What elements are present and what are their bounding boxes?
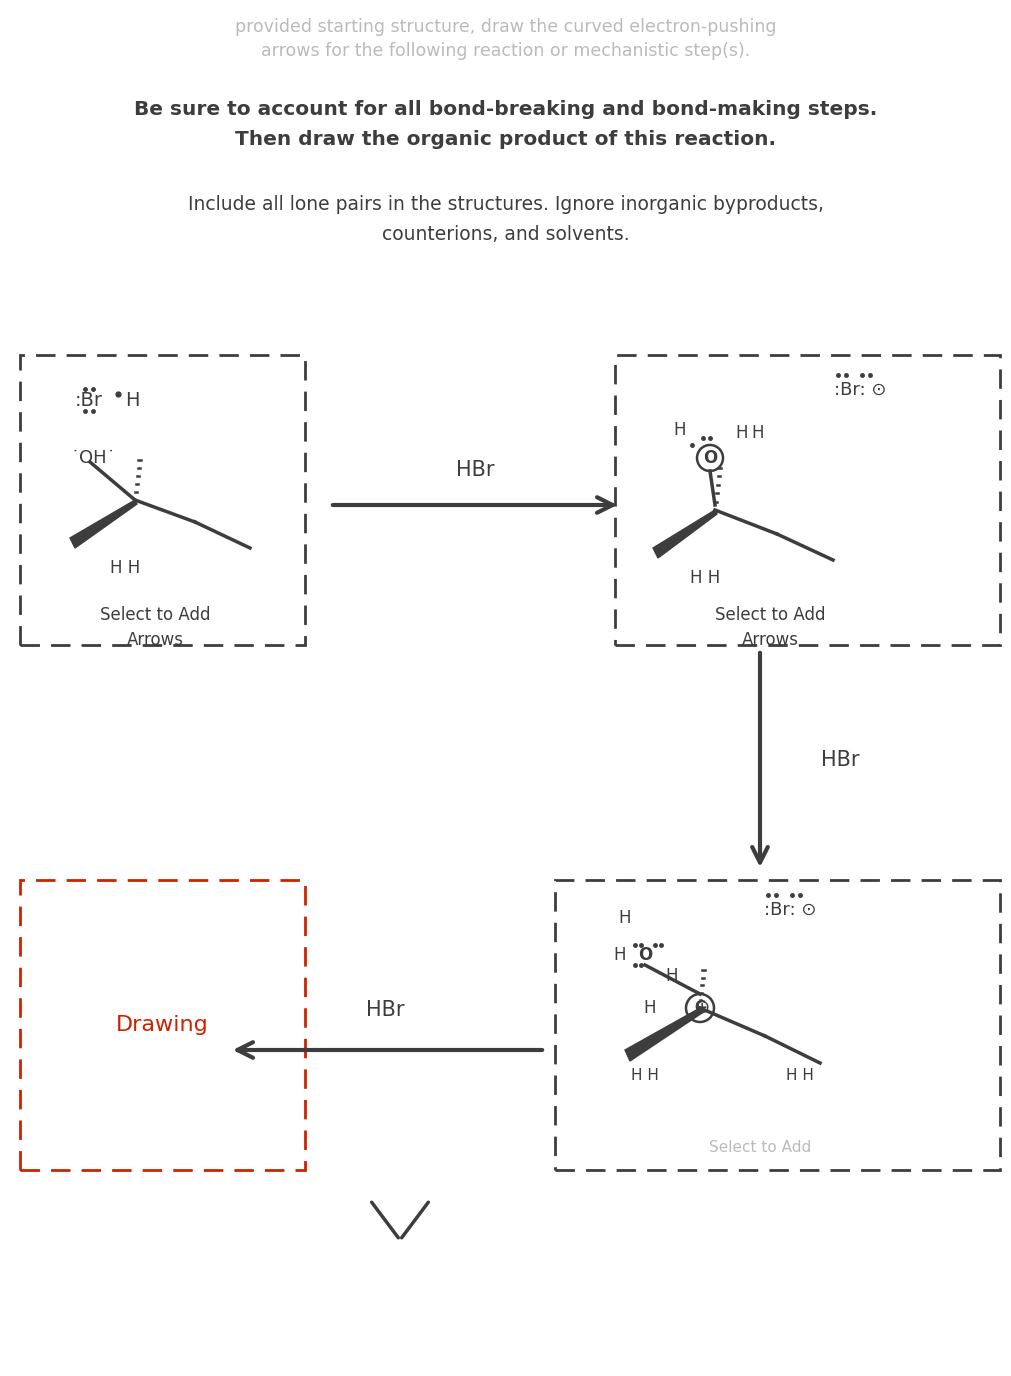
Text: H H: H H — [690, 570, 720, 588]
Text: H H: H H — [631, 1069, 658, 1083]
Text: Select to Add: Select to Add — [714, 605, 824, 623]
Text: Be sure to account for all bond-breaking and bond-making steps.: Be sure to account for all bond-breaking… — [134, 100, 877, 118]
Text: O: O — [637, 947, 651, 965]
Text: HBr: HBr — [820, 750, 858, 771]
Text: ˙OH˙: ˙OH˙ — [70, 449, 115, 466]
Text: C: C — [694, 1000, 705, 1015]
Text: provided starting structure, draw the curved electron-pushing: provided starting structure, draw the cu… — [235, 18, 776, 36]
Text: ⊕: ⊕ — [693, 998, 709, 1017]
Text: Include all lone pairs in the structures. Ignore inorganic byproducts,: Include all lone pairs in the structures… — [188, 195, 823, 215]
Text: HBr: HBr — [365, 1000, 403, 1020]
Text: Arrows: Arrows — [126, 632, 183, 649]
Text: H H: H H — [786, 1069, 813, 1083]
Text: :Br: ⊙: :Br: ⊙ — [763, 901, 816, 919]
Text: :Br: :Br — [75, 391, 103, 410]
Text: :Br: ⊙: :Br: ⊙ — [833, 381, 886, 399]
Text: H: H — [643, 999, 655, 1017]
Text: H: H — [735, 424, 747, 442]
Text: H: H — [613, 947, 626, 965]
Text: O: O — [703, 449, 717, 466]
Text: HBr: HBr — [455, 460, 493, 480]
Text: H: H — [673, 421, 685, 439]
Text: Drawing: Drawing — [115, 1015, 208, 1035]
Text: arrows for the following reaction or mechanistic step(s).: arrows for the following reaction or mec… — [261, 43, 750, 61]
Text: Select to Add: Select to Add — [100, 605, 210, 623]
Text: H: H — [618, 910, 631, 927]
Text: H: H — [751, 424, 763, 442]
Polygon shape — [652, 510, 716, 559]
Text: counterions, and solvents.: counterions, and solvents. — [382, 226, 629, 244]
Text: H: H — [665, 967, 677, 985]
Text: H: H — [125, 391, 140, 410]
Text: Then draw the organic product of this reaction.: Then draw the organic product of this re… — [236, 129, 775, 149]
Text: Arrows: Arrows — [741, 632, 798, 649]
Polygon shape — [625, 1009, 702, 1061]
Polygon shape — [70, 499, 136, 548]
Text: Select to Add: Select to Add — [708, 1141, 811, 1156]
Text: H H: H H — [110, 559, 140, 577]
